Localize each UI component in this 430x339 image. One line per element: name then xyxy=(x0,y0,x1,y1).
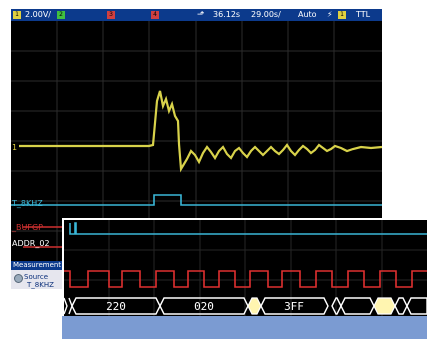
trigger-delay[interactable]: 36.12s xyxy=(213,10,241,19)
channel-3-badge[interactable]: 3 xyxy=(107,11,115,19)
waveform-plot xyxy=(11,21,382,261)
trigger-delay-icon: ⬏ xyxy=(197,10,205,20)
timebase[interactable]: 29.00s/ xyxy=(251,10,281,19)
trigger-level[interactable]: TTL xyxy=(356,10,371,19)
channel-4-badge[interactable]: 4 xyxy=(151,11,159,19)
trigger-mode[interactable]: Auto xyxy=(298,10,317,19)
zoom-footer-bar xyxy=(62,316,427,339)
channel-1-marker[interactable]: 1 xyxy=(12,143,18,152)
channel-1-scale[interactable]: 2.00V/ xyxy=(25,10,51,19)
decode-value-1: 020 xyxy=(194,300,214,313)
measurements-panel: Measurement Source T_8KHZ xyxy=(11,261,67,289)
measurements-title: Measurement xyxy=(11,261,67,270)
graticule-grid xyxy=(11,21,382,261)
zoomed-waveform-plot: 220 020 3FF xyxy=(64,220,427,339)
digital-label-t8khz[interactable]: T_8KHZ xyxy=(12,199,43,208)
zoom-digital-trace xyxy=(69,222,427,235)
zoom-clock-trace xyxy=(64,270,427,288)
decode-value-0: 220 xyxy=(106,300,126,313)
decode-value-2: 3FF xyxy=(284,300,304,313)
source-knob-icon[interactable] xyxy=(14,274,23,283)
analog-trace xyxy=(19,90,382,173)
channel-1-badge[interactable]: 1 xyxy=(13,11,21,19)
zoom-bus-fill-blocks xyxy=(247,297,408,315)
measurement-source-value[interactable]: T_8KHZ xyxy=(27,281,54,289)
status-bar: 1 2.00V/ 2 3 4 ⬏ 36.12s 29.00s/ Auto ⚡ 1… xyxy=(11,9,382,21)
bus-label-addr[interactable]: ADDR_02 xyxy=(12,239,50,248)
measurement-source-label[interactable]: Source xyxy=(24,273,49,281)
trigger-source-badge[interactable]: 1 xyxy=(338,11,346,19)
digital-trace-t8khz xyxy=(11,194,382,206)
trigger-slope-icon: ⚡ xyxy=(327,10,333,19)
channel-2-badge[interactable]: 2 xyxy=(57,11,65,19)
bus-label-bufgp[interactable]: _BUFGP xyxy=(12,223,43,232)
